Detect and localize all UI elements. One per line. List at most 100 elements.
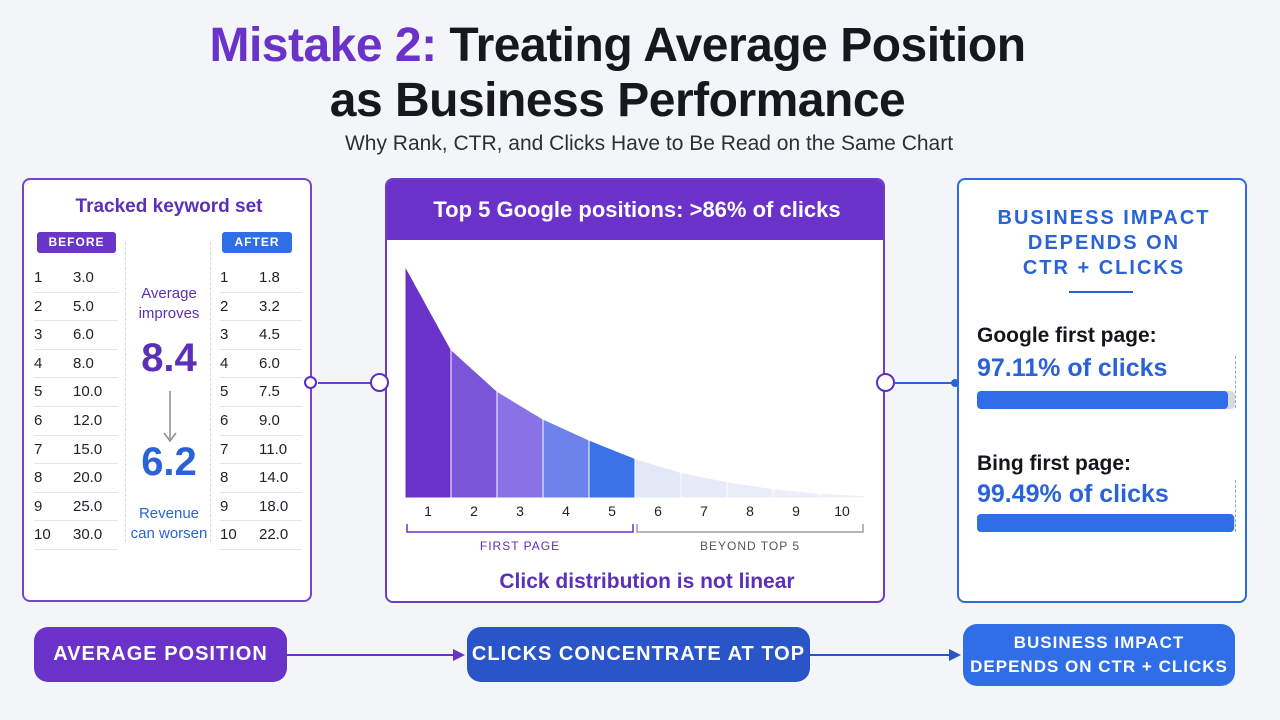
position-tick-label: 7 bbox=[700, 503, 708, 519]
keyword-position: 5.0 bbox=[73, 297, 94, 315]
average-label-line2: improves bbox=[138, 305, 200, 322]
distribution-segment-9 bbox=[772, 488, 820, 499]
keyword-row: 5 10.0 bbox=[34, 378, 118, 407]
chart-caption: Click distribution is not linear bbox=[499, 570, 794, 593]
flow-arrow-1-icon bbox=[287, 649, 465, 661]
connector-node-right-end bbox=[951, 379, 959, 387]
after-tag: AFTER bbox=[222, 232, 292, 253]
keyword-rank: 2 bbox=[34, 297, 43, 315]
keyword-row: 9 25.0 bbox=[34, 493, 118, 522]
keyword-rank: 1 bbox=[220, 269, 229, 286]
position-tick-label: 1 bbox=[424, 503, 432, 519]
tracked-keyword-title: Tracked keyword set bbox=[75, 196, 263, 217]
position-tick-label: 8 bbox=[746, 503, 754, 519]
connector-node-right-start bbox=[876, 373, 895, 392]
keyword-position: 6.0 bbox=[73, 326, 94, 344]
keyword-row: 4 6.0 bbox=[220, 350, 302, 379]
keyword-position: 12.0 bbox=[73, 412, 103, 429]
flow-step3-line1: BUSINESS IMPACT bbox=[1013, 633, 1185, 652]
connector-left bbox=[318, 382, 376, 384]
keyword-row: 5 7.5 bbox=[220, 378, 302, 407]
keyword-position: 22.0 bbox=[259, 526, 289, 544]
google-label: Google first page: bbox=[977, 324, 1157, 347]
keyword-rank: 6 bbox=[220, 412, 229, 429]
revenue-label-line1: Revenue bbox=[138, 505, 200, 522]
position-tick-label: 10 bbox=[834, 503, 850, 519]
business-impact-panel: BUSINESS IMPACT DEPENDS ON CTR + CLICKS … bbox=[957, 178, 1247, 603]
keyword-position: 30.0 bbox=[73, 526, 103, 544]
google-value: 97.11% of clicks bbox=[977, 354, 1168, 382]
keyword-row: 6 9.0 bbox=[220, 407, 302, 436]
bing-bar-fill bbox=[977, 514, 1234, 532]
keyword-row: 1 3.0 bbox=[34, 264, 118, 293]
connector-node-left-end bbox=[370, 373, 389, 392]
keyword-rank: 2 bbox=[220, 297, 229, 315]
keyword-position: 3.2 bbox=[259, 297, 280, 315]
bing-value: 99.49% of clicks bbox=[977, 480, 1169, 508]
before-tag: BEFORE bbox=[37, 232, 116, 253]
keyword-position: 6.0 bbox=[259, 354, 280, 372]
keyword-row: 8 20.0 bbox=[34, 464, 118, 493]
keyword-rank: 8 bbox=[220, 469, 229, 487]
keyword-rank: 3 bbox=[34, 326, 43, 344]
distribution-segment-1 bbox=[404, 264, 452, 499]
keyword-row: 10 22.0 bbox=[220, 521, 302, 550]
keyword-rank: 7 bbox=[34, 440, 43, 458]
keyword-position: 3.0 bbox=[73, 269, 94, 286]
keyword-rank: 10 bbox=[34, 526, 51, 544]
google-bar bbox=[977, 391, 1235, 409]
group-bracket bbox=[636, 524, 864, 533]
position-tick-label: 6 bbox=[654, 503, 662, 519]
group-bracket bbox=[406, 524, 634, 533]
keyword-position: 4.5 bbox=[259, 326, 280, 344]
keyword-row: 8 14.0 bbox=[220, 464, 302, 493]
keyword-rank: 5 bbox=[220, 383, 229, 401]
keyword-position: 10.0 bbox=[73, 383, 103, 401]
title-line2: as Business Performance bbox=[329, 74, 906, 127]
impact-title-line3: CTR + CLICKS bbox=[1022, 257, 1186, 279]
position-tick-label: 9 bbox=[792, 503, 800, 519]
keyword-rank: 4 bbox=[220, 354, 229, 372]
average-label-line1: Average bbox=[141, 285, 197, 302]
distribution-segment-7 bbox=[680, 471, 728, 499]
distribution-segment-5 bbox=[588, 439, 636, 499]
flow-step-clicks-concentrate: CLICKS CONCENTRATE AT TOP bbox=[467, 627, 810, 682]
position-tick-label: 2 bbox=[470, 503, 478, 519]
connector-node-left-start bbox=[304, 376, 317, 389]
title-accent: Mistake 2: bbox=[209, 19, 437, 72]
flow-step-average-position: AVERAGE POSITION bbox=[34, 627, 287, 682]
connector-right bbox=[895, 382, 955, 384]
google-bar-tick bbox=[1235, 356, 1236, 408]
keyword-row: 3 4.5 bbox=[220, 321, 302, 350]
keyword-row: 9 18.0 bbox=[220, 493, 302, 522]
page-title: Mistake 2: Treating Average Position as … bbox=[0, 18, 1235, 128]
keyword-rank: 6 bbox=[34, 412, 43, 429]
after-divider bbox=[210, 242, 211, 542]
revenue-worsen-label: Revenue can worsen bbox=[124, 504, 214, 544]
keyword-position: 9.0 bbox=[259, 412, 280, 429]
keyword-rank: 1 bbox=[34, 269, 43, 286]
tracked-keyword-panel: Tracked keyword set BEFORE AFTER 1 3.0 2 5.… bbox=[22, 178, 312, 602]
position-tick-label: 4 bbox=[562, 503, 570, 519]
flow-step-business-impact: BUSINESS IMPACT DEPENDS ON CTR + CLICKS bbox=[963, 624, 1235, 686]
average-before-value: 8.4 bbox=[141, 336, 197, 380]
title-line1: Treating Average Position bbox=[436, 19, 1026, 72]
keyword-position: 18.0 bbox=[259, 497, 289, 515]
keyword-rank: 4 bbox=[34, 354, 43, 372]
distribution-segment-10 bbox=[818, 492, 866, 499]
revenue-label-line2: can worsen bbox=[130, 525, 208, 542]
business-impact-title: BUSINESS IMPACT DEPENDS ON CTR + CLICKS bbox=[959, 206, 1249, 281]
keyword-position: 15.0 bbox=[73, 440, 103, 458]
impact-title-line1: BUSINESS IMPACT bbox=[997, 207, 1211, 229]
chart-title: Top 5 Google positions: >86% of clicks bbox=[387, 180, 883, 240]
keyword-rank: 9 bbox=[220, 497, 229, 515]
keyword-position: 1.8 bbox=[259, 269, 280, 286]
keyword-position: 25.0 bbox=[73, 497, 103, 515]
keyword-row: 3 6.0 bbox=[34, 321, 118, 350]
distribution-segment-3 bbox=[496, 390, 544, 499]
google-bar-fill bbox=[977, 391, 1228, 409]
keyword-rank: 9 bbox=[34, 497, 43, 515]
average-after-value: 6.2 bbox=[141, 440, 197, 484]
click-distribution-panel: Top 5 Google positions: >86% of clicks 1… bbox=[385, 178, 885, 603]
page-subtitle: Why Rank, CTR, and Clicks Have to Be Rea… bbox=[344, 132, 954, 155]
